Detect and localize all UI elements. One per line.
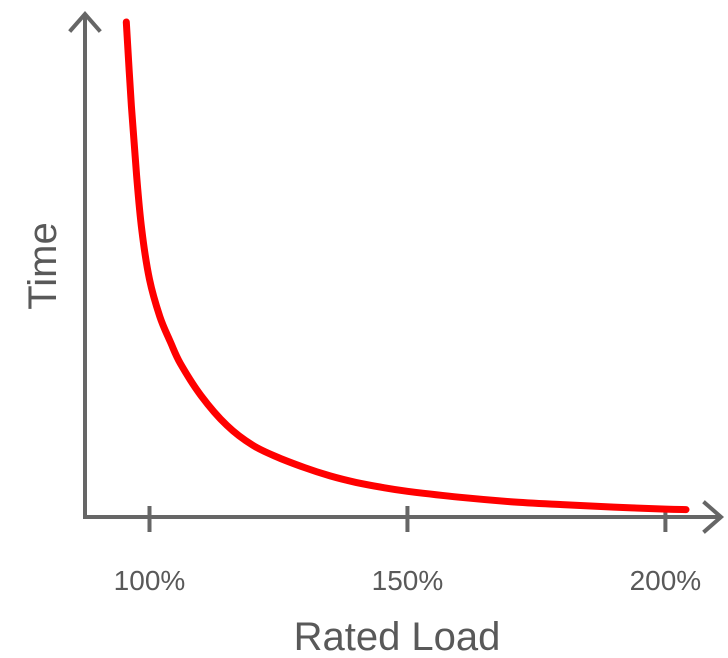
y-axis-label: Time bbox=[21, 222, 65, 309]
x-tick-label-0: 100% bbox=[114, 565, 186, 596]
x-tick-label-2: 200% bbox=[630, 565, 702, 596]
y-axis bbox=[68, 10, 102, 519]
x-axis-tick-labels: 100% 150% 200% bbox=[114, 565, 702, 596]
x-axis-arrowhead bbox=[702, 500, 725, 534]
y-axis-arrowhead bbox=[68, 10, 102, 33]
x-axis bbox=[83, 500, 725, 534]
x-axis-label: Rated Load bbox=[294, 615, 501, 658]
series-curve bbox=[122, 18, 690, 514]
x-tick-label-1: 150% bbox=[372, 565, 444, 596]
